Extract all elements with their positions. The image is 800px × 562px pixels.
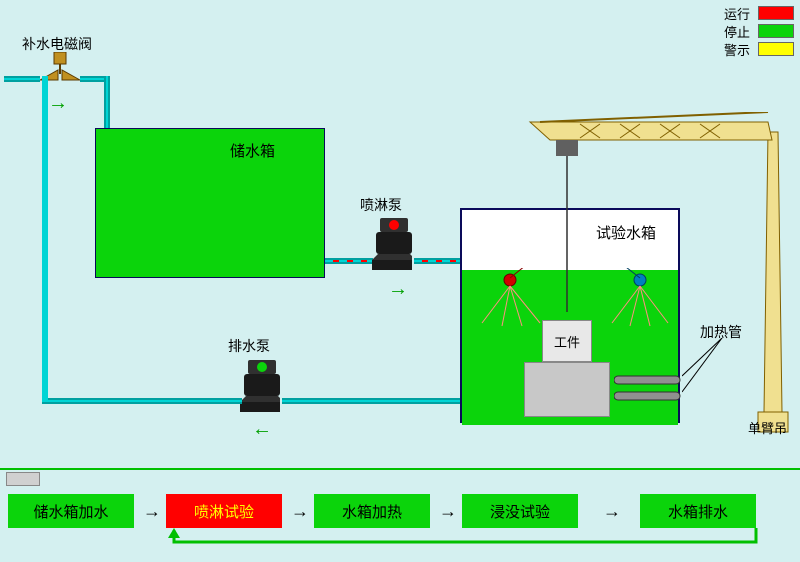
step-浸没试验[interactable]: 浸没试验 (462, 494, 578, 528)
step-arrow-icon: → (598, 494, 626, 528)
legend-row: 停止 (684, 22, 794, 40)
storage-tank (95, 128, 325, 278)
legend-swatch-stop (758, 24, 794, 38)
step-水箱排水[interactable]: 水箱排水 (640, 494, 756, 528)
legend-label: 警示 (724, 40, 750, 59)
flow-arrow-icon: ← (252, 418, 272, 441)
legend: 运行 停止 警示 (684, 4, 794, 58)
step-储水箱加水[interactable]: 储水箱加水 (8, 494, 134, 528)
return-line (166, 528, 762, 552)
step-arrow-icon: → (434, 494, 462, 528)
pipe (414, 258, 462, 264)
step-arrow-icon: → (138, 494, 166, 528)
legend-swatch-warn (758, 42, 794, 56)
divider (0, 468, 800, 470)
legend-swatch-run (758, 6, 794, 20)
legend-row: 运行 (684, 4, 794, 22)
drain-pump-icon (240, 360, 280, 420)
step-喷淋试验[interactable]: 喷淋试验 (166, 494, 282, 528)
pipe (42, 76, 48, 402)
legend-label: 运行 (724, 4, 750, 23)
step-水箱加热[interactable]: 水箱加热 (314, 494, 430, 528)
flow-arrow-icon: → (48, 92, 68, 115)
pipe (104, 76, 110, 132)
pipe (282, 398, 462, 404)
legend-row: 警示 (684, 40, 794, 58)
pipe (4, 76, 40, 82)
tab-stub[interactable] (6, 472, 40, 486)
spray-pump-icon (372, 218, 412, 278)
crane-label: 单臂吊 (748, 418, 787, 437)
spray-pump-label: 喷淋泵 (360, 195, 402, 215)
pipe (42, 398, 242, 404)
storage-tank-label: 储水箱 (230, 140, 275, 161)
pipe (325, 258, 373, 264)
drain-pump-label: 排水泵 (228, 336, 270, 356)
valve-label: 补水电磁阀 (22, 34, 92, 54)
legend-label: 停止 (724, 22, 750, 41)
jib-crane-icon (520, 112, 800, 442)
flow-arrow-icon: → (388, 278, 408, 301)
step-arrow-icon: → (286, 494, 314, 528)
